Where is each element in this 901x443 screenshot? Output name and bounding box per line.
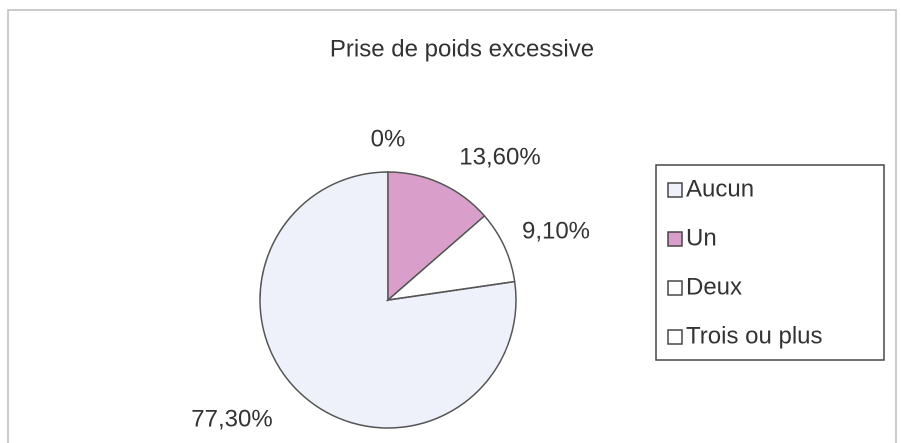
legend-label: Deux <box>686 273 742 300</box>
legend-label: Trois ou plus <box>686 322 823 349</box>
data-label: 77,30% <box>191 405 272 432</box>
data-label: 0% <box>371 125 406 152</box>
data-label: 13,60% <box>459 143 540 170</box>
pie-slice <box>385 214 516 302</box>
legend-label: Un <box>686 224 717 251</box>
legend-swatch <box>667 280 683 296</box>
legend-label: Aucun <box>686 175 754 202</box>
legend-swatch <box>667 231 683 247</box>
legend-frame <box>655 164 885 361</box>
pie-slice <box>387 171 486 302</box>
chart-title: Prise de poids excessive <box>330 35 594 62</box>
legend-swatch <box>667 182 683 198</box>
pie-slice <box>259 171 517 429</box>
data-label: 9,10% <box>522 217 590 244</box>
legend-swatch <box>667 329 683 345</box>
